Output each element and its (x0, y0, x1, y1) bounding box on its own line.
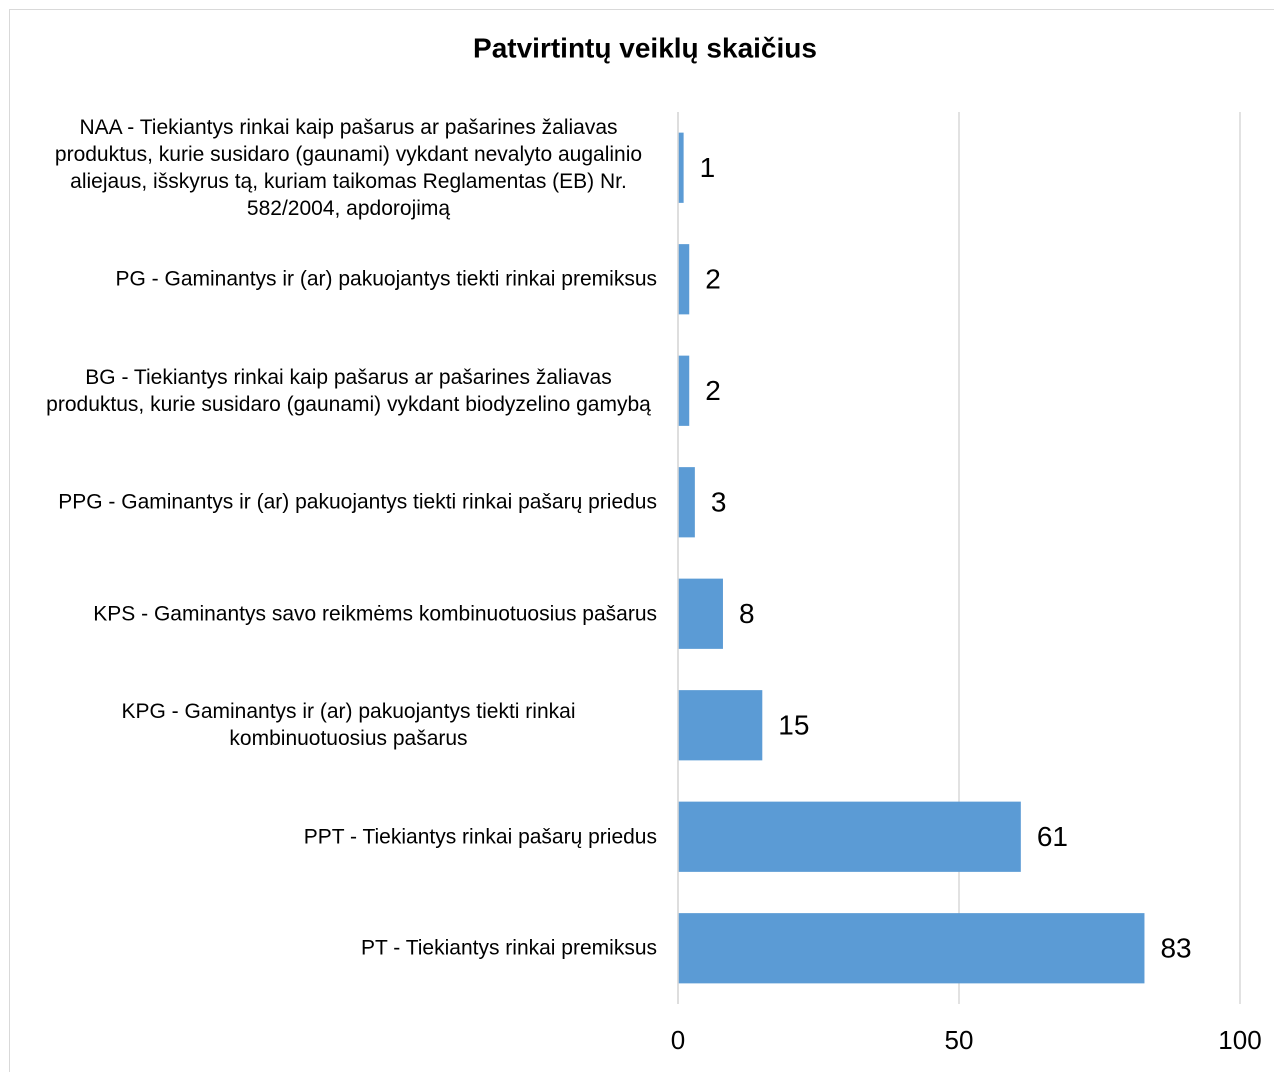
y-tick-label: BG - Tiekiantys rinkai kaip pašarus ar p… (46, 365, 651, 416)
bar (678, 801, 1021, 872)
y-tick-label-box: KPG - Gaminantys ir (ar) pakuojantys tie… (40, 698, 657, 752)
y-tick-label: PPG - Gaminantys ir (ar) pakuojantys tie… (58, 490, 657, 514)
bar (678, 355, 690, 426)
y-tick-label-box: NAA - Tiekiantys rinkai kaip pašarus ar … (40, 114, 657, 222)
bar (678, 578, 723, 649)
bar (678, 467, 695, 538)
x-tick-label: 50 (945, 1025, 974, 1055)
y-tick-label-box: PPG - Gaminantys ir (ar) pakuojantys tie… (40, 489, 657, 516)
y-tick-label: KPG - Gaminantys ir (ar) pakuojantys tie… (121, 700, 576, 751)
data-label: 3 (711, 487, 727, 518)
y-tick-label: PG - Gaminantys ir (ar) pakuojantys tiek… (115, 267, 658, 291)
y-tick-label-box: PG - Gaminantys ir (ar) pakuojantys tiek… (40, 266, 658, 293)
chart-title: Patvirtintų veiklų skaičius (473, 32, 817, 63)
y-tick-label-box: PT - Tiekiantys rinkai premiksus (40, 935, 657, 962)
y-tick-label: PPT - Tiekiantys rinkai pašarų priedus (303, 825, 657, 849)
bar (678, 690, 763, 761)
data-label: 61 (1037, 821, 1068, 852)
y-tick-label: KPS - Gaminantys savo reikmėms kombinuot… (93, 602, 657, 626)
data-label: 2 (705, 264, 721, 295)
data-label: 15 (778, 710, 809, 741)
y-tick-label-box: KPS - Gaminantys savo reikmėms kombinuot… (40, 600, 657, 627)
bar (678, 244, 690, 315)
data-label: 8 (739, 598, 755, 629)
x-tick-label: 0 (671, 1025, 685, 1055)
bar (678, 913, 1145, 984)
data-label: 2 (705, 375, 721, 406)
x-tick-label: 100 (1218, 1025, 1261, 1055)
y-tick-label: NAA - Tiekiantys rinkai kaip pašarus ar … (54, 115, 643, 220)
y-tick-label-box: BG - Tiekiantys rinkai kaip pašarus ar p… (40, 364, 657, 418)
y-tick-label-box: PPT - Tiekiantys rinkai pašarų priedus (40, 823, 657, 850)
chart-border (9, 9, 1274, 1072)
data-label: 83 (1160, 933, 1191, 964)
data-label: 1 (700, 152, 716, 183)
y-tick-label: PT - Tiekiantys rinkai premiksus (360, 936, 657, 960)
bar (678, 132, 684, 203)
